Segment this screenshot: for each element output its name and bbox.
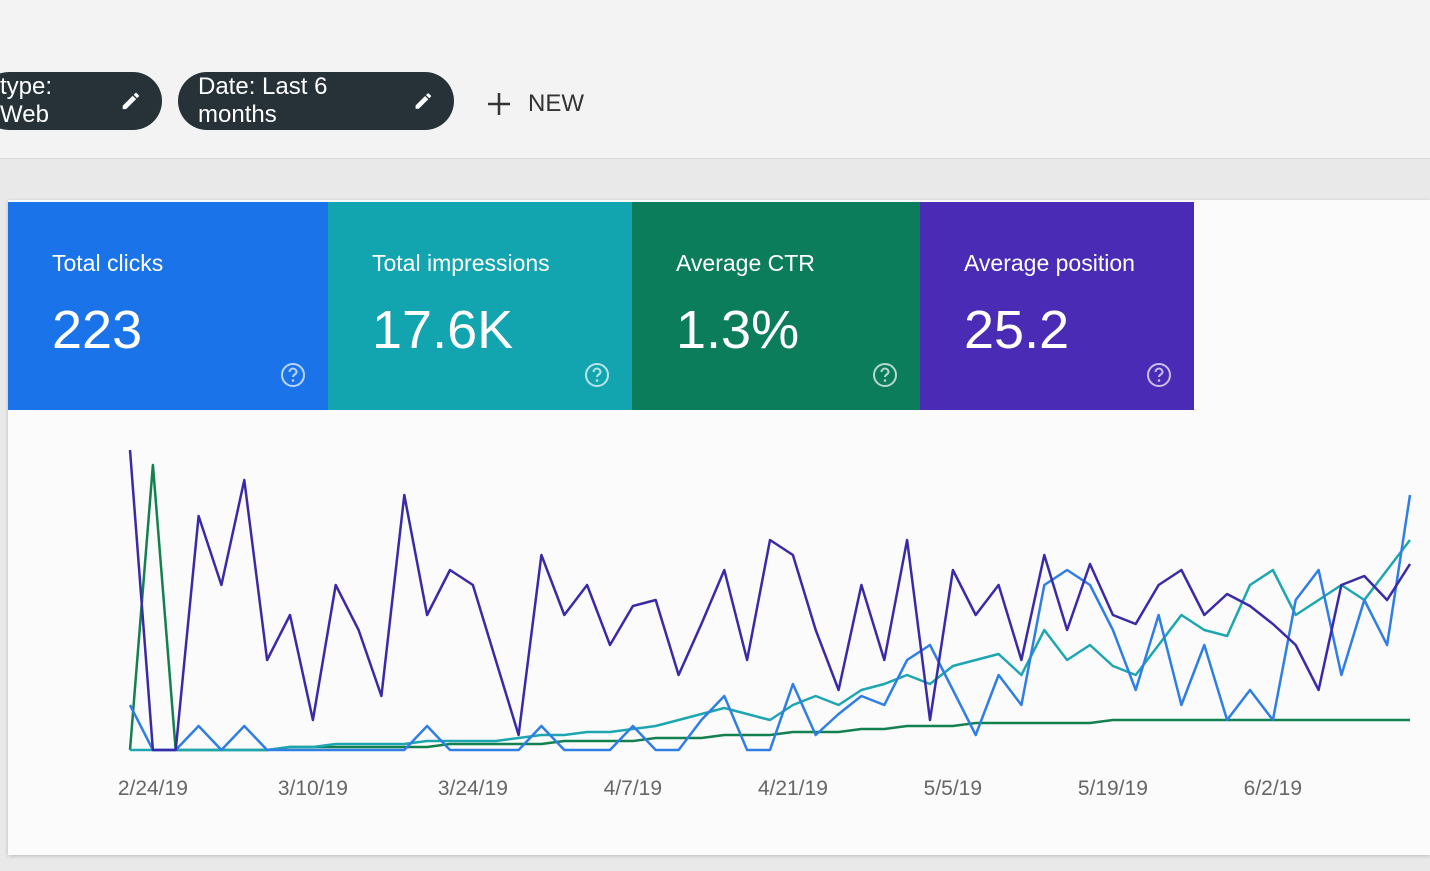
x-tick-label: 3/10/19 xyxy=(278,777,348,800)
x-tick-label: 4/7/19 xyxy=(604,777,662,800)
filter-bar: type: Web Date: Last 6 months NEW xyxy=(0,0,1430,159)
help-icon[interactable] xyxy=(872,362,898,388)
metric-title: Average CTR xyxy=(676,250,815,276)
x-tick-label: 5/5/19 xyxy=(924,777,982,800)
new-label: NEW xyxy=(528,90,584,117)
metric-value: 17.6K xyxy=(372,300,514,360)
edit-icon xyxy=(415,93,432,109)
x-tick-label: 2/24/19 xyxy=(118,777,188,800)
filter-chip[interactable]: type: Web xyxy=(0,72,162,130)
x-tick-label: 3/24/19 xyxy=(438,777,508,800)
help-icon[interactable] xyxy=(584,362,610,388)
metric-value: 25.2 xyxy=(964,300,1070,360)
metric-title: Average position xyxy=(964,250,1135,276)
series-line xyxy=(128,449,1412,752)
metric-cards: Total clicks 223 Total impressions 17.6K Ave… xyxy=(8,202,1194,410)
metric-card[interactable]: Total impressions 17.6K xyxy=(328,202,632,410)
metric-title: Total impressions xyxy=(372,250,550,276)
metric-card[interactable]: Average CTR 1.3% xyxy=(632,202,920,410)
filter-label: type: Web xyxy=(0,73,53,128)
metric-card[interactable]: Total clicks 223 xyxy=(8,202,328,410)
new-filter-button[interactable]: NEW xyxy=(486,90,584,118)
edit-icon xyxy=(122,92,140,110)
series-line xyxy=(130,539,1411,752)
help-icon[interactable] xyxy=(280,362,306,388)
metric-title: Total clicks xyxy=(52,250,164,276)
metric-card[interactable]: Average position 25.2 xyxy=(920,202,1194,410)
series-line xyxy=(128,463,1410,752)
filter-chip[interactable]: Date: Last 6 months xyxy=(178,72,454,130)
series-line xyxy=(128,494,1412,752)
filter-label: Date: Last 6 months xyxy=(198,73,328,128)
metric-value: 1.3% xyxy=(676,300,800,360)
help-icon[interactable] xyxy=(1146,362,1172,388)
plus-icon xyxy=(488,93,510,115)
x-tick-label: 6/2/19 xyxy=(1244,777,1302,800)
x-tick-label: 5/19/19 xyxy=(1078,777,1148,800)
x-tick-label: 4/21/19 xyxy=(758,777,828,800)
metric-value: 223 xyxy=(52,300,143,360)
